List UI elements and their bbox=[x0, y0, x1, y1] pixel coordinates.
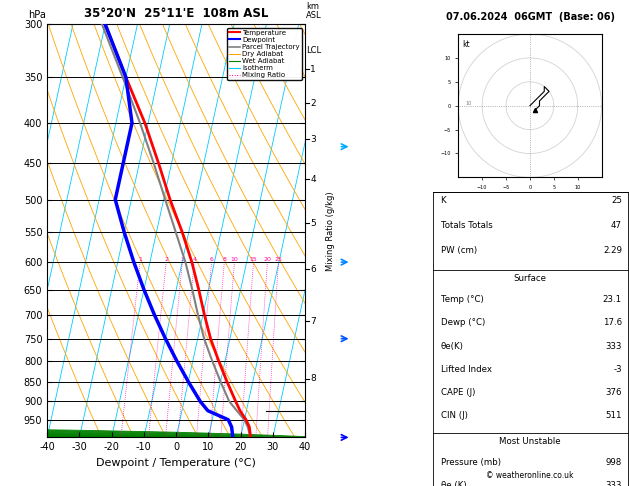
Text: 35°20'N  25°11'E  108m ASL: 35°20'N 25°11'E 108m ASL bbox=[84, 7, 269, 20]
Text: 376: 376 bbox=[605, 388, 622, 397]
Text: 8: 8 bbox=[310, 374, 316, 383]
Text: 2: 2 bbox=[164, 257, 168, 262]
Text: km
ASL: km ASL bbox=[306, 2, 322, 20]
Text: 8: 8 bbox=[223, 257, 226, 262]
Text: Dewp (°C): Dewp (°C) bbox=[440, 318, 485, 328]
Text: 15: 15 bbox=[250, 257, 257, 262]
Text: Totals Totals: Totals Totals bbox=[440, 221, 493, 230]
Text: 5: 5 bbox=[310, 219, 316, 228]
Text: 25: 25 bbox=[274, 257, 282, 262]
Text: 333: 333 bbox=[605, 342, 622, 350]
Text: Pressure (mb): Pressure (mb) bbox=[440, 458, 501, 467]
Text: 10: 10 bbox=[231, 257, 238, 262]
X-axis label: Dewpoint / Temperature (°C): Dewpoint / Temperature (°C) bbox=[96, 458, 256, 468]
Text: 23.1: 23.1 bbox=[603, 295, 622, 304]
Text: CIN (J): CIN (J) bbox=[440, 411, 467, 420]
Text: 4: 4 bbox=[310, 174, 316, 184]
Text: 6: 6 bbox=[310, 264, 316, 274]
Text: Mixing Ratio (g/kg): Mixing Ratio (g/kg) bbox=[326, 191, 335, 271]
Text: 10: 10 bbox=[465, 101, 472, 106]
Text: -3: -3 bbox=[613, 365, 622, 374]
Text: kt: kt bbox=[462, 40, 470, 49]
Text: Most Unstable: Most Unstable bbox=[499, 436, 561, 446]
Text: 3: 3 bbox=[181, 257, 184, 262]
Text: 20: 20 bbox=[264, 257, 271, 262]
Text: 511: 511 bbox=[605, 411, 622, 420]
Text: K: K bbox=[440, 196, 446, 205]
Text: hPa: hPa bbox=[28, 10, 46, 20]
Text: 3: 3 bbox=[310, 135, 316, 144]
Text: 17.6: 17.6 bbox=[603, 318, 622, 328]
Text: 998: 998 bbox=[606, 458, 622, 467]
Text: θe (K): θe (K) bbox=[440, 481, 466, 486]
Text: 47: 47 bbox=[611, 221, 622, 230]
Text: PW (cm): PW (cm) bbox=[440, 246, 477, 256]
Text: 4: 4 bbox=[192, 257, 196, 262]
Text: Surface: Surface bbox=[514, 274, 547, 283]
Text: Lifted Index: Lifted Index bbox=[440, 365, 491, 374]
Text: 7: 7 bbox=[310, 317, 316, 326]
Legend: Temperature, Dewpoint, Parcel Trajectory, Dry Adiabat, Wet Adiabat, Isotherm, Mi: Temperature, Dewpoint, Parcel Trajectory… bbox=[227, 28, 301, 80]
Text: CAPE (J): CAPE (J) bbox=[440, 388, 475, 397]
Text: θe(K): θe(K) bbox=[440, 342, 464, 350]
Text: Temp (°C): Temp (°C) bbox=[440, 295, 483, 304]
Text: © weatheronline.co.uk: © weatheronline.co.uk bbox=[486, 471, 574, 480]
Text: 6: 6 bbox=[209, 257, 213, 262]
Text: 2: 2 bbox=[310, 99, 316, 107]
Text: 333: 333 bbox=[605, 481, 622, 486]
Text: 07.06.2024  06GMT  (Base: 06): 07.06.2024 06GMT (Base: 06) bbox=[446, 12, 615, 22]
Text: 25: 25 bbox=[611, 196, 622, 205]
Text: 1: 1 bbox=[138, 257, 142, 262]
Text: LCL: LCL bbox=[306, 46, 321, 55]
Text: 2.29: 2.29 bbox=[603, 246, 622, 256]
Text: 1: 1 bbox=[310, 65, 316, 74]
